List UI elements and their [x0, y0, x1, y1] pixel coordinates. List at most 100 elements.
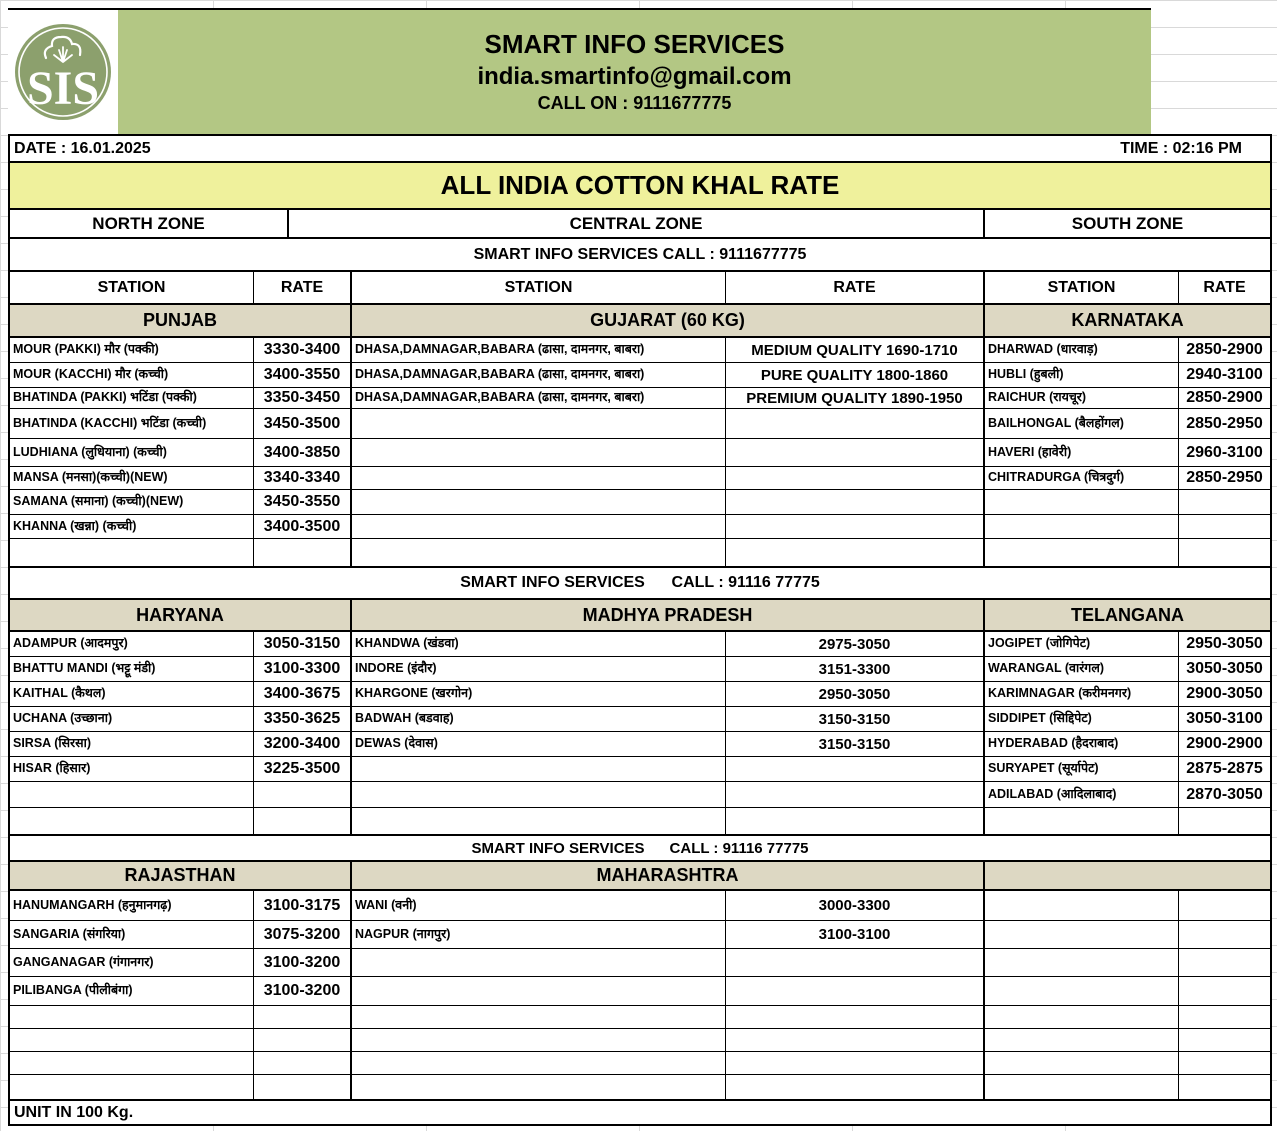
station-cell[interactable]: BHATINDA (PAKKI) भटिंडा (पक्की)	[10, 388, 254, 408]
region-header[interactable]: RAJASTHAN	[10, 862, 352, 889]
rate-cell[interactable]	[726, 490, 985, 514]
station-cell[interactable]	[352, 949, 726, 976]
station-cell[interactable]: CHITRADURGA (चित्रदुर्ग)	[985, 467, 1179, 489]
rate-cell[interactable]: 2940-3100	[1186, 366, 1263, 383]
station-cell[interactable]: HYDERABAD (हैदराबाद)	[985, 732, 1179, 756]
rate-cell[interactable]: 2875-2875	[1186, 760, 1263, 777]
station-cell[interactable]: WARANGAL (वारंगल)	[985, 657, 1179, 681]
station-cell[interactable]	[985, 490, 1179, 514]
rate-cell[interactable]	[1179, 1006, 1270, 1028]
column-header-station-north[interactable]: STATION	[10, 272, 254, 303]
station-cell[interactable]	[352, 757, 726, 781]
rate-cell[interactable]: 2850-2900	[1186, 341, 1263, 358]
rate-cell[interactable]	[726, 439, 985, 466]
station-cell[interactable]	[352, 1075, 726, 1099]
station-cell[interactable]	[985, 1052, 1179, 1074]
rate-cell[interactable]: 3450-3500	[254, 409, 352, 438]
station-cell[interactable]: KHANDWA (खंडवा)	[352, 632, 726, 656]
rate-cell[interactable]: 3100-3175	[254, 891, 352, 920]
rate-cell[interactable]	[254, 808, 352, 834]
station-cell[interactable]	[10, 1029, 254, 1051]
rate-cell[interactable]	[726, 1075, 985, 1099]
rate-cell[interactable]: PURE QUALITY 1800-1860	[726, 363, 985, 387]
region-header[interactable]: KARNATAKA	[1071, 310, 1184, 330]
rate-cell[interactable]	[1179, 891, 1270, 920]
station-cell[interactable]	[10, 1075, 254, 1099]
column-header-rate-south[interactable]: RATE	[1203, 278, 1246, 296]
station-cell[interactable]: DHASA,DAMNAGAR,BABARA (ढासा, दामनगर, बाब…	[352, 363, 726, 387]
station-cell[interactable]: KHANNA (खन्ना) (कच्ची)	[10, 515, 254, 538]
rate-cell[interactable]: MEDIUM QUALITY 1690-1710	[726, 338, 985, 362]
rate-cell[interactable]: 3151-3300	[726, 657, 985, 681]
rate-cell[interactable]: 3100-3100	[726, 921, 985, 948]
rate-cell[interactable]	[726, 1052, 985, 1074]
station-cell[interactable]	[352, 439, 726, 466]
region-header[interactable]: GUJARAT (60 KG)	[352, 305, 985, 336]
rate-cell[interactable]: 3050-3100	[1186, 710, 1263, 727]
station-cell[interactable]	[985, 949, 1179, 976]
station-cell[interactable]: PILIBANGA (पीलीबंगा)	[10, 977, 254, 1005]
rate-cell[interactable]	[1179, 1052, 1270, 1074]
region-header[interactable]: MAHARASHTRA	[352, 862, 985, 889]
station-cell[interactable]: WANI (वनी)	[352, 891, 726, 920]
station-cell[interactable]: SURYAPET (सूर्यापेट)	[985, 757, 1179, 781]
zone-header-south[interactable]: SOUTH ZONE	[1071, 213, 1184, 233]
station-cell[interactable]: LUDHIANA (लुधियाना) (कच्ची)	[10, 439, 254, 466]
station-cell[interactable]: ADILABAD (आदिलाबाद)	[985, 782, 1179, 807]
region-header[interactable]	[985, 862, 1270, 889]
station-cell[interactable]: BHATTU MANDI (भट्टू मंडी)	[10, 657, 254, 681]
station-cell[interactable]	[10, 539, 254, 566]
station-cell[interactable]	[352, 1029, 726, 1051]
rate-cell[interactable]: 2850-2900	[1186, 389, 1263, 406]
rate-cell[interactable]: 3400-3850	[254, 439, 352, 466]
rate-cell[interactable]	[254, 1052, 352, 1074]
rate-cell[interactable]: 3340-3340	[254, 467, 352, 489]
station-cell[interactable]	[985, 1029, 1179, 1051]
rate-cell[interactable]: 3450-3550	[254, 490, 352, 514]
station-cell[interactable]: SANGARIA (संगरिया)	[10, 921, 254, 948]
station-cell[interactable]	[985, 539, 1179, 566]
station-cell[interactable]	[10, 808, 254, 834]
rate-cell[interactable]: 3050-3150	[254, 632, 352, 656]
rate-cell[interactable]: 2870-3050	[1186, 785, 1263, 803]
station-cell[interactable]: HUBLI (हुबली)	[985, 363, 1179, 387]
date-time-row[interactable]: DATE : 16.01.2025 TIME : 02:16 PM	[8, 134, 1272, 163]
rate-cell[interactable]: 3150-3150	[726, 732, 985, 756]
rate-cell[interactable]	[726, 757, 985, 781]
station-cell[interactable]: HISAR (हिसार)	[10, 757, 254, 781]
station-cell[interactable]	[985, 977, 1179, 1005]
station-cell[interactable]	[352, 490, 726, 514]
station-cell[interactable]	[985, 515, 1179, 538]
column-header-station-central[interactable]: STATION	[352, 272, 726, 303]
rate-cell[interactable]: 3400-3675	[254, 682, 352, 706]
rate-cell[interactable]: 3400-3550	[254, 363, 352, 387]
rate-cell[interactable]: 2850-2950	[1186, 414, 1263, 432]
rate-cell[interactable]: 3150-3150	[726, 707, 985, 731]
station-cell[interactable]	[352, 539, 726, 566]
station-cell[interactable]: KAITHAL (कैथल)	[10, 682, 254, 706]
region-header[interactable]: TELANGANA	[1071, 604, 1184, 625]
rate-cell[interactable]	[726, 977, 985, 1005]
station-cell[interactable]	[352, 1006, 726, 1028]
station-cell[interactable]: HAVERI (हावेरी)	[985, 439, 1179, 466]
rate-cell[interactable]	[726, 515, 985, 538]
rate-cell[interactable]: 3050-3050	[1186, 660, 1263, 677]
rate-cell[interactable]: 3350-3625	[254, 707, 352, 731]
rate-cell[interactable]: 3400-3500	[254, 515, 352, 538]
rate-cell[interactable]	[726, 1006, 985, 1028]
station-cell[interactable]: MOUR (KACCHI) मौर (कच्ची)	[10, 363, 254, 387]
rate-cell[interactable]: 2975-3050	[726, 632, 985, 656]
rate-cell[interactable]	[726, 409, 985, 438]
station-cell[interactable]	[352, 467, 726, 489]
zone-header-north[interactable]: NORTH ZONE	[10, 210, 289, 237]
station-cell[interactable]: DHARWAD (धारवाड़)	[985, 338, 1179, 362]
station-cell[interactable]	[352, 808, 726, 834]
rate-cell[interactable]	[726, 539, 985, 566]
rate-cell[interactable]: 3100-3200	[254, 977, 352, 1005]
rate-cell[interactable]	[726, 1029, 985, 1051]
rate-cell[interactable]	[726, 467, 985, 489]
rate-cell[interactable]	[726, 782, 985, 807]
column-header-rate-central[interactable]: RATE	[726, 272, 985, 303]
region-header[interactable]: MADHYA PRADESH	[352, 600, 985, 630]
station-cell[interactable]	[985, 921, 1179, 948]
